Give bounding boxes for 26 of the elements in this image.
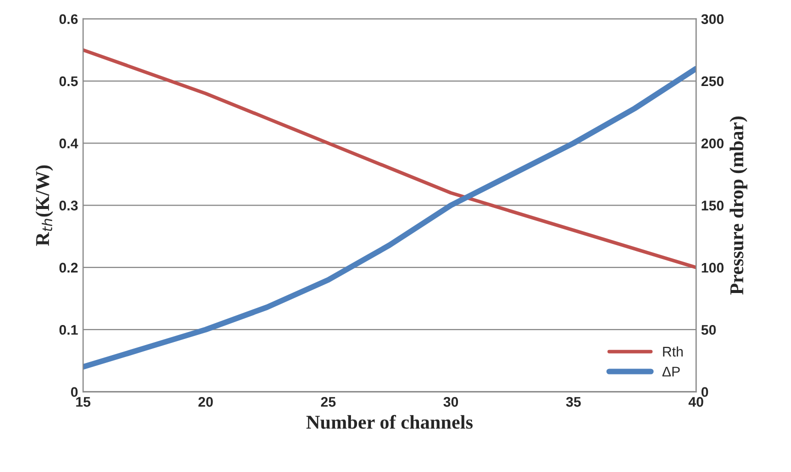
y-tick-label: 0.3: [59, 200, 78, 211]
y2-tick-label: 0: [701, 387, 708, 397]
x-axis-title: Number of channels: [306, 414, 473, 429]
x-tick-label: 40: [688, 396, 704, 407]
y2-tick-label: 300: [701, 14, 724, 24]
x-tick-label: 30: [443, 396, 458, 407]
x-tick-label: 35: [566, 396, 581, 407]
y2-axis-title: Pressure drop (mbar): [730, 116, 748, 295]
y-tick-label: 0.6: [59, 14, 78, 24]
x-tick-label: 25: [321, 396, 336, 407]
x-tick-label: 20: [198, 396, 213, 407]
y-tick-label: 0.2: [59, 262, 78, 273]
line-series: [83, 48, 696, 270]
y2-tick-label: 50: [701, 324, 716, 335]
x-tick-label: 15: [76, 397, 90, 407]
y2-tick-label: 150: [702, 200, 724, 210]
y2-tick-label: 250: [701, 76, 724, 86]
y-tick-label: 0.4: [59, 138, 78, 148]
legend-label: Rth: [663, 346, 683, 357]
y-tick-label: 0: [71, 387, 78, 397]
y-tick-label: 0.1: [59, 324, 78, 335]
y-axis-title: R$_{th}$(K/W): [35, 165, 54, 246]
legend-label: ΔP: [662, 366, 680, 376]
y2-tick-label: 100: [702, 262, 724, 273]
y-tick-label: 0.5: [59, 76, 78, 86]
y2-tick-label: 200: [701, 138, 724, 148]
